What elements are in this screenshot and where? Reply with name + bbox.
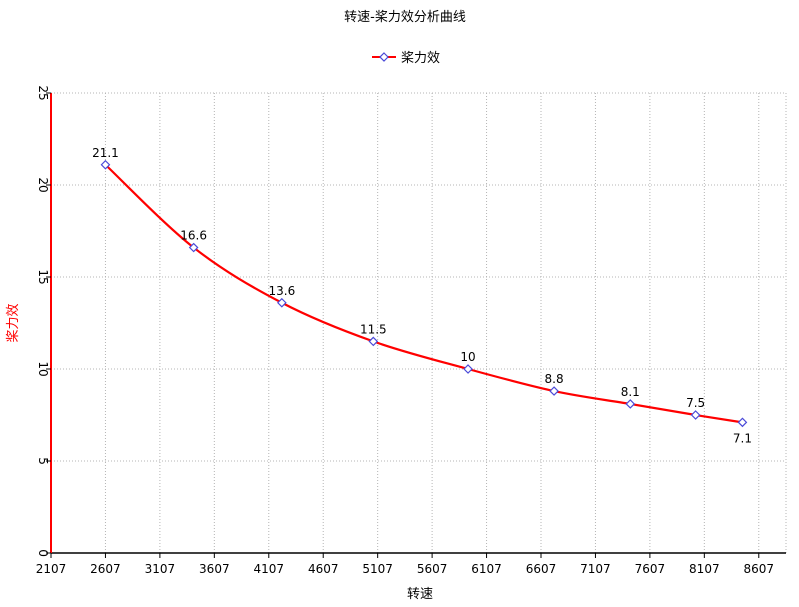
legend: 桨力效 xyxy=(372,50,440,66)
data-label: 10 xyxy=(460,350,475,364)
legend-label: 桨力效 xyxy=(401,50,440,66)
x-tick-label: 8107 xyxy=(689,562,720,576)
y-axis-label: 桨力效 xyxy=(5,303,21,342)
y-tick-label: 15 xyxy=(36,269,50,284)
data-label: 8.1 xyxy=(621,385,640,399)
x-tick-label: 2107 xyxy=(36,562,67,576)
series-line xyxy=(104,163,743,424)
data-label: 7.1 xyxy=(733,431,752,445)
data-point xyxy=(100,159,111,170)
x-axis-ticks: 2107 2607 3107 3607 4107 4607 5107 5607 6107 6607… xyxy=(36,553,774,576)
data-point xyxy=(368,336,379,347)
x-tick-label: 5607 xyxy=(417,562,448,576)
data-point xyxy=(625,399,636,409)
x-tick-label: 4607 xyxy=(308,562,339,576)
x-axis-label: 转速 xyxy=(407,587,433,602)
x-tick-label: 4107 xyxy=(254,562,285,576)
data-label: 21.1 xyxy=(92,146,119,160)
y-tick-label: 20 xyxy=(36,177,50,192)
data-label: 13.6 xyxy=(268,284,295,298)
x-tick-label: 3107 xyxy=(145,562,176,576)
gridlines xyxy=(51,92,787,553)
series-layer: 21.1 16.6 13.6 11.5 10 8.8 8.1 7.5 7.1 xyxy=(92,146,752,446)
x-tick-label: 7607 xyxy=(635,562,666,576)
axes xyxy=(50,93,786,554)
data-point xyxy=(276,297,287,308)
x-tick-label: 5107 xyxy=(362,562,393,576)
x-tick-label: 6607 xyxy=(526,562,557,576)
y-tick-label: 0 xyxy=(36,549,50,557)
y-tick-label: 25 xyxy=(36,85,50,100)
y-axis-ticks: 0 5 10 15 20 25 xyxy=(36,85,51,557)
x-tick-label: 7107 xyxy=(580,562,611,576)
data-point xyxy=(188,242,199,253)
data-point xyxy=(737,417,748,428)
data-point xyxy=(463,364,473,374)
x-tick-label: 3607 xyxy=(199,562,230,576)
x-tick-label: 8607 xyxy=(744,562,775,576)
data-label: 7.5 xyxy=(686,396,705,410)
data-point xyxy=(549,386,559,396)
data-point xyxy=(690,410,701,420)
data-label: 8.8 xyxy=(545,372,564,386)
y-tick-label: 5 xyxy=(36,457,50,465)
legend-marker xyxy=(379,52,389,62)
data-label: 16.6 xyxy=(180,229,207,243)
data-label: 11.5 xyxy=(360,322,387,336)
x-tick-label: 6107 xyxy=(471,562,502,576)
x-tick-label: 2607 xyxy=(90,562,121,576)
chart-title: 转速-桨力效分析曲线 xyxy=(344,9,466,25)
y-tick-label: 10 xyxy=(36,361,50,376)
